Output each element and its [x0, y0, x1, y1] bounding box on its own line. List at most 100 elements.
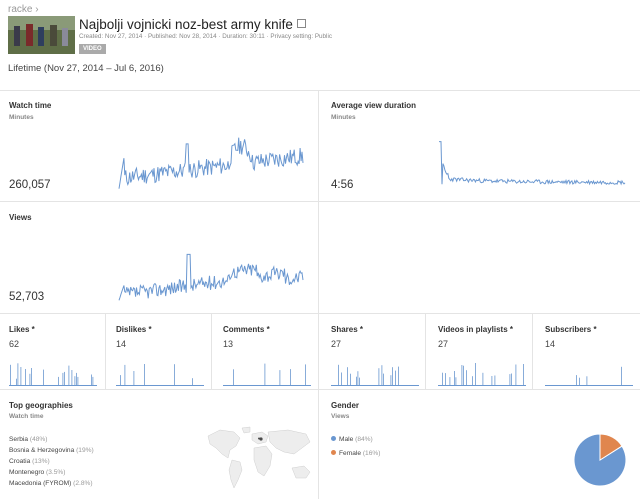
sparkline-bar — [305, 364, 306, 385]
comments-title[interactable]: Comments * — [223, 325, 270, 334]
likes-title[interactable]: Likes * — [9, 325, 35, 334]
sparkline-bar — [357, 371, 359, 385]
shares-value: 27 — [331, 339, 342, 349]
dislikes-sparkline — [116, 364, 204, 386]
video-thumbnail[interactable] — [8, 16, 75, 54]
sparkline-bars — [438, 363, 526, 386]
video-badge: VIDEO — [79, 44, 106, 54]
sparkline-bar — [472, 376, 473, 385]
pie-slice-female — [599, 433, 623, 461]
gender-legend-female: Female (16%) — [331, 450, 380, 457]
divider — [0, 313, 640, 314]
sparkline-bar — [461, 365, 463, 385]
sparkline-bar — [124, 364, 126, 385]
trend-line — [118, 137, 304, 189]
sparkline-bar — [120, 375, 121, 385]
sparkline-baseline — [545, 385, 633, 386]
sparkline-bar — [347, 367, 348, 385]
published-date: Published: Nov 28, 2014 — [147, 33, 217, 40]
sparkline-bar — [482, 372, 484, 385]
duration: Duration: 30:11 — [222, 33, 265, 40]
sparkline-bar — [463, 365, 464, 385]
divider — [318, 90, 319, 499]
map-africa — [253, 445, 273, 477]
sparkline-bar — [509, 374, 511, 385]
dislikes-title[interactable]: Dislikes * — [116, 325, 152, 334]
sparkline-bars — [331, 364, 419, 386]
map-highlight-serbia — [259, 437, 263, 441]
sparkline-bar — [442, 372, 443, 385]
sparkline-bar — [378, 368, 380, 385]
dislikes-value: 14 — [116, 339, 127, 349]
sparkline-bar — [494, 375, 496, 385]
watch-time-chart[interactable] — [118, 125, 304, 191]
map-greenland — [241, 426, 251, 434]
likes-sparkline — [9, 363, 97, 386]
sparkline-bar — [68, 365, 70, 385]
views-chart[interactable] — [118, 245, 304, 303]
views-title[interactable]: Views — [9, 213, 32, 222]
gender-pie-chart[interactable] — [572, 432, 628, 488]
sparkline-bar — [290, 369, 291, 385]
gender-title[interactable]: Gender — [331, 401, 360, 410]
sparkline-bar — [356, 376, 357, 385]
geo-item: Serbia (48%) — [9, 436, 48, 443]
comments-sparkline — [223, 363, 311, 386]
sparkline-bar — [62, 372, 64, 385]
sparkline-bar — [233, 369, 234, 385]
sparkline-bar — [515, 364, 517, 385]
avg-view-duration-unit: Minutes — [331, 114, 356, 121]
female-dot-icon — [331, 450, 336, 455]
sparkline-bar — [64, 371, 65, 385]
sparkline-baseline — [438, 385, 526, 386]
world-map[interactable] — [204, 424, 316, 494]
breadcrumb[interactable]: racke › — [8, 4, 39, 15]
external-link-icon[interactable] — [296, 19, 306, 28]
sparkline-bars — [116, 364, 204, 386]
sparkline-bar — [31, 368, 32, 385]
map-south-america — [228, 459, 243, 489]
sparkline-bar — [454, 371, 455, 385]
playlists-title[interactable]: Videos in playlists * — [438, 325, 513, 334]
sparkline-bar — [449, 377, 451, 385]
sparkline-bar — [74, 376, 76, 385]
sparkline-bar — [491, 376, 493, 385]
shares-title[interactable]: Shares * — [331, 325, 364, 334]
sparkline-bar — [576, 375, 577, 385]
sparkline-bar — [17, 363, 19, 385]
sparkline-bar — [20, 367, 22, 385]
views-value: 52,703 — [9, 291, 45, 303]
map-asia — [267, 429, 311, 455]
sparkline-bar — [350, 373, 351, 385]
sparkline-bar — [523, 364, 524, 385]
sparkline-baseline — [9, 385, 97, 386]
sparkline-bar — [395, 370, 396, 385]
sparkline-bar — [25, 369, 26, 385]
sparkline-baseline — [331, 385, 419, 386]
sparkline-bar — [341, 372, 342, 385]
watch-time-title[interactable]: Watch time — [9, 101, 52, 110]
sparkline-bar — [133, 371, 135, 385]
sparkline-bar — [359, 377, 360, 385]
sparkline-bar — [29, 373, 31, 385]
privacy-setting: Privacy setting: Public — [270, 33, 333, 40]
top-geographies-title[interactable]: Top geographies — [9, 401, 73, 410]
playlists-sparkline — [438, 363, 526, 386]
divider — [0, 389, 640, 390]
subscribers-title[interactable]: Subscribers * — [545, 325, 597, 334]
date-range-label[interactable]: Lifetime (Nov 27, 2014 – Jul 6, 2016) — [8, 63, 164, 74]
divider — [0, 201, 640, 202]
subscribers-value: 14 — [545, 339, 556, 349]
sparkline-bar — [390, 375, 392, 385]
divider — [532, 313, 533, 389]
map-highlight-bosnia — [258, 437, 260, 440]
divider — [211, 313, 212, 389]
avg-view-duration-chart[interactable] — [438, 138, 626, 191]
sparkline-bars — [545, 366, 633, 386]
avg-view-duration-title[interactable]: Average view duration — [331, 101, 417, 110]
playlists-value: 27 — [438, 339, 449, 349]
video-title[interactable]: Najbolji vojnicki noz-best army knife — [79, 17, 306, 32]
divider — [425, 313, 426, 389]
sparkline-bar — [579, 377, 580, 385]
sparkline-bar — [475, 363, 476, 385]
